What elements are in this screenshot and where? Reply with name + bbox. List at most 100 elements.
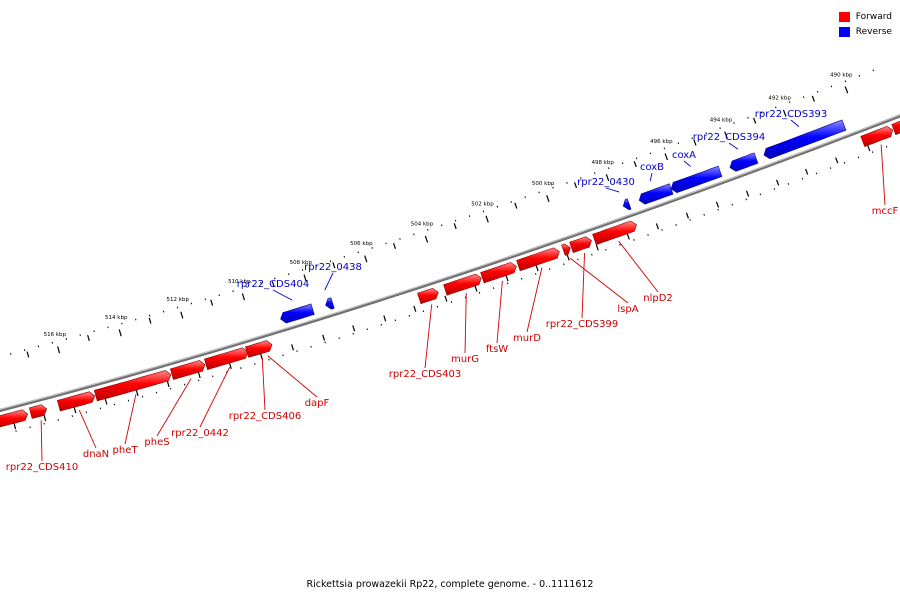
- gene-nlpd2[interactable]: [593, 221, 637, 245]
- gene-rpr22-cds406[interactable]: [245, 341, 272, 358]
- ruler-dot: [676, 224, 677, 226]
- gene-rpr22-cds399[interactable]: [570, 237, 592, 253]
- gene-arrow[interactable]: [671, 166, 722, 193]
- major-tick: [58, 346, 60, 353]
- label-connector: [262, 358, 265, 410]
- major-tick: [634, 161, 636, 167]
- reverse-swatch: [839, 27, 850, 37]
- ruler-dot: [858, 157, 859, 158]
- gene-rpr22-0438[interactable]: [326, 298, 335, 310]
- inner-tick: [536, 265, 538, 271]
- ruler-dot: [553, 187, 554, 189]
- label-connector: [325, 273, 333, 290]
- ruler-dot: [564, 264, 565, 266]
- inner-tick: [596, 245, 598, 251]
- gene-arrow[interactable]: [623, 199, 631, 210]
- inner-tick: [836, 158, 838, 164]
- ruler-dot: [816, 173, 817, 174]
- inner-tick: [167, 381, 169, 387]
- gene-arrow[interactable]: [418, 288, 439, 303]
- gene-lspa[interactable]: [562, 244, 571, 255]
- gene-arrow[interactable]: [892, 118, 900, 135]
- ruler-dot: [774, 188, 775, 190]
- gene-label: lspA: [617, 304, 638, 315]
- inner-tick: [44, 415, 46, 421]
- ruler-dot: [648, 234, 649, 236]
- major-tick: [242, 294, 244, 301]
- gene-arrow[interactable]: [730, 153, 758, 171]
- gene-label: mccF: [872, 206, 899, 217]
- gene-rpr22-fragment-left[interactable]: [0, 410, 28, 429]
- gene-rpr22-0430[interactable]: [623, 199, 631, 210]
- map-caption: Rickettsia prowazekii Rp22, complete gen…: [0, 579, 900, 590]
- ruler-dot: [525, 196, 526, 198]
- major-tick: [425, 236, 427, 243]
- gene-label: pheT: [113, 445, 139, 456]
- inner-tick: [686, 213, 688, 219]
- gene-arrow[interactable]: [593, 221, 637, 245]
- ruler-dot: [511, 201, 512, 203]
- ruler-dot: [507, 283, 508, 285]
- tick-label: 496 kbp: [650, 139, 673, 145]
- gene-arrow[interactable]: [245, 341, 272, 358]
- label-connector: [881, 145, 885, 205]
- gene-arrow[interactable]: [326, 298, 335, 310]
- ruler-dot: [776, 107, 777, 108]
- label-connector: [606, 188, 619, 192]
- ruler-dot: [497, 206, 498, 208]
- ruler-dot: [664, 148, 665, 150]
- ruler-dot: [789, 102, 790, 103]
- gene-label: rpr22_0438: [304, 262, 362, 273]
- major-tick: [486, 216, 488, 223]
- gene-arrow[interactable]: [570, 237, 592, 253]
- gene-label: rpr22_CDS399: [546, 319, 618, 330]
- ruler-dot: [465, 297, 466, 299]
- gene-label: nlpD2: [643, 293, 673, 304]
- legend-reverse: Reverse: [839, 24, 892, 39]
- forward-swatch: [839, 12, 850, 22]
- gene-rpr22-cds394[interactable]: [730, 153, 758, 171]
- inner-tick: [567, 255, 569, 261]
- gene-label: dnaN: [83, 449, 109, 460]
- legend-forward-label: Forward: [856, 12, 892, 22]
- major-tick: [119, 329, 121, 336]
- ruler-dot: [844, 162, 845, 163]
- label-connector: [268, 356, 317, 397]
- inner-tick: [105, 399, 107, 405]
- gene-coxa[interactable]: [671, 166, 722, 193]
- inner-tick: [716, 202, 718, 208]
- label-connector: [791, 120, 799, 127]
- ruler-dot: [760, 194, 761, 196]
- tick-label: 512 kbp: [167, 297, 190, 303]
- inner-tick: [475, 286, 477, 292]
- ruler-dot: [817, 91, 818, 92]
- gene-rpr22-cds403[interactable]: [418, 288, 439, 303]
- ruler-dot: [831, 86, 832, 87]
- ruler-dot: [830, 167, 831, 168]
- gene-arrow[interactable]: [562, 244, 571, 255]
- inner-tick: [323, 335, 325, 341]
- gene-label: rpr22_CDS403: [389, 369, 461, 380]
- gene-rpr22-cds404[interactable]: [281, 304, 315, 323]
- major-tick: [149, 318, 151, 324]
- tick-label: 506 kbp: [350, 241, 373, 247]
- major-tick: [365, 256, 367, 263]
- label-connector: [497, 281, 502, 343]
- label-connector: [425, 304, 432, 368]
- gene-arrow[interactable]: [281, 304, 315, 323]
- ruler-dot: [704, 214, 705, 216]
- legend-forward: Forward: [839, 9, 892, 24]
- tick-label: 490 kbp: [830, 72, 853, 78]
- inner-tick: [74, 407, 76, 413]
- major-tick: [812, 96, 814, 102]
- inner-tick: [292, 344, 294, 350]
- label-connector: [41, 420, 42, 461]
- tick-label: 516 kbp: [44, 332, 67, 338]
- inner-tick: [353, 325, 355, 331]
- gene-rpr22-fragment-right[interactable]: [892, 118, 900, 135]
- ruler-dot: [859, 75, 860, 76]
- ruler-dot: [595, 172, 596, 174]
- gene-arrow[interactable]: [0, 410, 28, 429]
- major-tick: [547, 195, 549, 202]
